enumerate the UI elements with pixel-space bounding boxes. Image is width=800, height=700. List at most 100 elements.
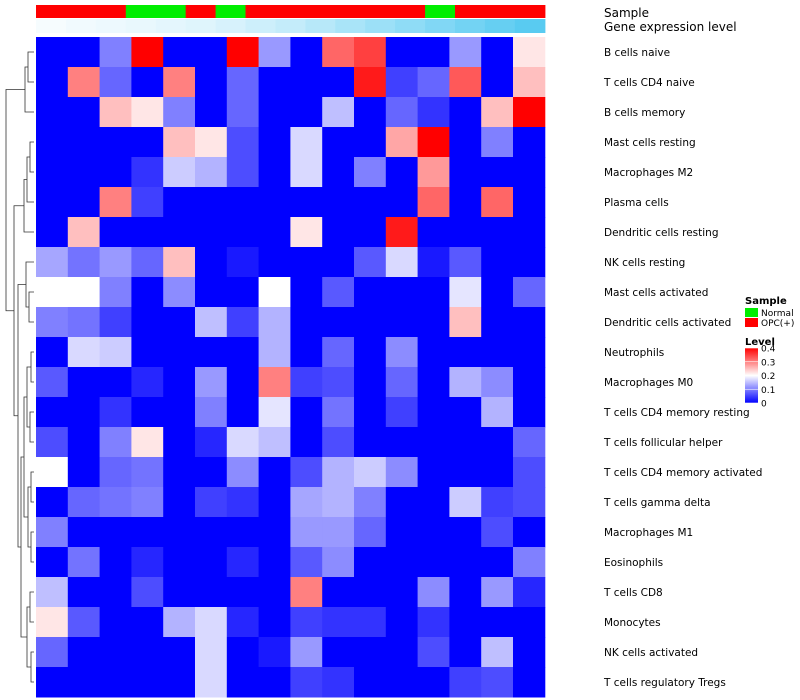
heatmap-cell: [226, 607, 260, 638]
heatmap-cell: [385, 397, 419, 428]
sample-cell: [36, 5, 67, 18]
dendrogram-branch: [29, 141, 34, 173]
heatmap-cell: [99, 547, 132, 578]
heatmap-cell: [226, 247, 260, 278]
heatmap-cell: [67, 337, 101, 368]
heatmap-cell: [417, 547, 450, 578]
heatmap-cell: [163, 487, 196, 518]
row-label: Macrophages M2: [604, 167, 693, 179]
heatmap-cell: [481, 367, 514, 398]
heatmap-cell: [385, 457, 419, 488]
heatmap-cell: [481, 307, 514, 338]
expression-cell: [185, 19, 217, 33]
heatmap-cell: [354, 277, 387, 308]
heatmap-cell: [226, 487, 260, 518]
heatmap-cell: [163, 427, 196, 458]
heatmap-cell: [449, 367, 482, 398]
heatmap-cell: [322, 187, 355, 218]
heatmap-cell: [290, 397, 323, 428]
heatmap-cell: [36, 37, 69, 68]
heatmap-cell: [67, 67, 101, 98]
dendrogram-branch: [29, 591, 34, 623]
heatmap-cell: [258, 427, 291, 458]
heatmap-cell: [131, 637, 164, 668]
heatmap-cell: [513, 217, 546, 248]
heatmap-cell: [258, 37, 291, 68]
heatmap-cell: [163, 397, 196, 428]
heatmap-cell: [385, 487, 419, 518]
heatmap-cell: [449, 337, 482, 368]
sample-cell: [65, 5, 97, 18]
heatmap-cell: [36, 547, 69, 578]
heatmap-cell: [226, 397, 260, 428]
heatmap-cell: [354, 457, 387, 488]
heatmap-cell: [322, 487, 355, 518]
heatmap-cell: [385, 637, 419, 668]
heatmap-cell: [322, 607, 355, 638]
heatmap-cell: [258, 517, 291, 548]
heatmap-cell: [99, 307, 132, 338]
heatmap-cell: [226, 457, 260, 488]
expression-cell: [484, 19, 516, 33]
heatmap-cell: [195, 127, 228, 158]
heatmap-cell: [258, 547, 291, 578]
row-label: B cells naive: [604, 47, 670, 59]
dendrogram-branch: [28, 291, 34, 323]
dendrogram-branch: [27, 51, 34, 83]
heatmap-cell: [226, 187, 260, 218]
heatmap-cell: [36, 247, 69, 278]
dendrogram-branch: [26, 156, 34, 203]
heatmap-cell: [258, 457, 291, 488]
dendrogram-branch: [5, 89, 25, 312]
heatmap-cell: [258, 487, 291, 518]
heatmap-cell: [226, 367, 260, 398]
heatmap-cell: [417, 487, 450, 518]
heatmap-cell: [226, 667, 260, 698]
sample-cell: [155, 5, 187, 18]
heatmap-cell: [354, 337, 387, 368]
heatmap-cell: [354, 517, 387, 548]
heatmap-cell: [163, 637, 196, 668]
heatmap-cell: [449, 37, 482, 68]
heatmap-cell: [513, 607, 546, 638]
heatmap-cell: [449, 397, 482, 428]
heatmap-cell: [195, 637, 228, 668]
heatmap-cell: [417, 607, 450, 638]
heatmap-cell: [67, 217, 101, 248]
heatmap-cell: [195, 517, 228, 548]
heatmap-cell: [513, 637, 546, 668]
heatmap-cell: [99, 277, 132, 308]
heatmap-cell: [195, 367, 228, 398]
heatmap-cell: [99, 517, 132, 548]
heatmap-cell: [226, 337, 260, 368]
heatmap-cell: [195, 607, 228, 638]
heatmap-cell: [226, 97, 260, 128]
heatmap-cell: [322, 67, 355, 98]
heatmap-cell: [290, 247, 323, 278]
heatmap-cell: [67, 307, 101, 338]
heatmap-cell: [481, 577, 514, 608]
sample-annotation-label: Sample: [604, 6, 649, 20]
heatmap-cell: [449, 307, 482, 338]
heatmap-cell: [67, 457, 101, 488]
heatmap-cell: [163, 607, 196, 638]
heatmap-cell: [385, 577, 419, 608]
heatmap-cell: [99, 487, 132, 518]
heatmap-cell: [195, 547, 228, 578]
heatmap-cell: [354, 97, 387, 128]
heatmap-cell: [67, 547, 101, 578]
heatmap-cell: [99, 67, 132, 98]
heatmap-cell: [385, 517, 419, 548]
heatmap-cell: [67, 127, 101, 158]
heatmap-cell: [36, 97, 69, 128]
heatmap-cell: [195, 337, 228, 368]
heatmap-cell: [481, 517, 514, 548]
heatmap-cell: [322, 667, 355, 698]
heatmap-cell: [195, 277, 228, 308]
heatmap-cell: [417, 187, 450, 218]
heatmap-cell: [513, 367, 546, 398]
heatmap-cell: [449, 187, 482, 218]
heatmap-cell: [99, 427, 132, 458]
heatmap-cell: [36, 517, 69, 548]
heatmap-cell: [481, 637, 514, 668]
